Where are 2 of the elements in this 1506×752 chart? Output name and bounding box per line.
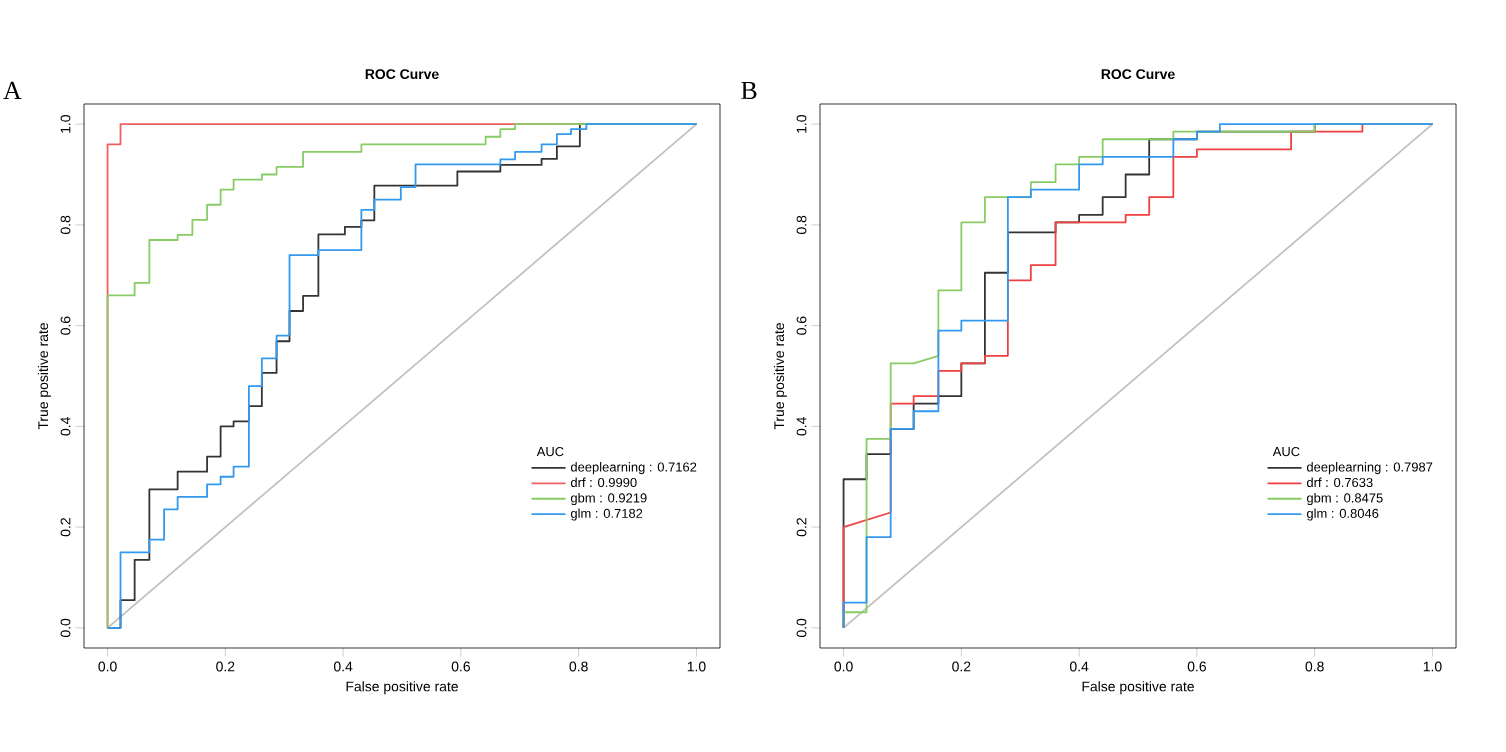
text: A [3, 81, 22, 99]
text: B [741, 81, 757, 99]
